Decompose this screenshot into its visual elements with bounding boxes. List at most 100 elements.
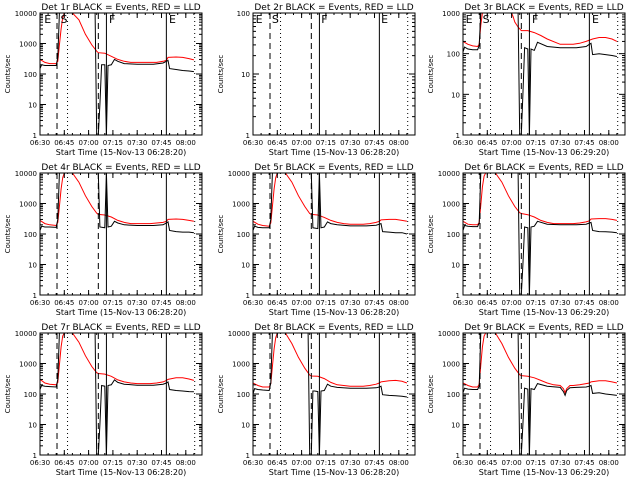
y-tick-label: 10 <box>451 422 460 430</box>
panel-det-8r: Det 8r BLACK = Events, RED = LLD 06:30 06:… <box>217 323 416 477</box>
x-tick-label: 08:00 <box>599 299 619 307</box>
x-axis-label: Start Time (15-Nov-13 06:28:20) <box>269 308 399 317</box>
series-line-lld <box>463 173 618 226</box>
y-tick-label: 10 <box>28 102 37 110</box>
x-axis-label: Start Time (15-Nov-13 06:29:20) <box>479 308 609 317</box>
x-tick-label: 07:45 <box>364 139 384 147</box>
x-tick-label: 07:30 <box>550 299 570 307</box>
x-tick-label: 07:45 <box>574 459 594 467</box>
y-tick-label: 10000 <box>438 170 460 178</box>
panel-det-5r: Det 5r BLACK = Events, RED = LLD 06:30 06:… <box>217 163 416 317</box>
x-tick-label: 08:00 <box>389 459 409 467</box>
y-tick-label: 10 <box>451 91 460 99</box>
x-tick-label: 08:00 <box>176 299 196 307</box>
y-tick-label: 1000 <box>19 201 37 209</box>
series-line-lld <box>40 13 195 65</box>
x-tick-label: 07:30 <box>127 139 147 147</box>
panel-title: Det 5r BLACK = Events, RED = LLD <box>254 163 413 173</box>
y-tick-label: 10000 <box>228 330 250 338</box>
panel-det-7r: Det 7r BLACK = Events, RED = LLD 06:30 06:… <box>4 323 203 477</box>
x-tick-label: 07:30 <box>340 139 360 147</box>
series-line-lld <box>40 333 195 386</box>
y-axis-label: Counts/sec <box>217 215 225 254</box>
x-tick-label: 07:45 <box>151 299 171 307</box>
panel-title: Det 1r BLACK = Events, RED = LLD <box>41 3 200 13</box>
x-tick-label: 06:30 <box>243 299 263 307</box>
y-tick-label: 1 <box>33 452 37 460</box>
series-line-events <box>40 13 194 135</box>
annotation-label: S <box>483 13 490 26</box>
series-line-events <box>463 13 618 135</box>
x-tick-label: 07:15 <box>526 299 546 307</box>
y-tick-label: 10 <box>28 422 37 430</box>
annotation-label: E <box>256 13 263 26</box>
panel-title: Det 9r BLACK = Events, RED = LLD <box>464 323 623 333</box>
y-tick-label: 100 <box>24 71 37 79</box>
series-line-lld <box>40 173 194 227</box>
y-axis-label: Counts/sec <box>4 375 12 414</box>
x-tick-label: 06:45 <box>267 139 287 147</box>
x-tick-label: 07:45 <box>364 299 384 307</box>
y-tick-label: 1000 <box>232 361 250 369</box>
y-tick-label: 100 <box>447 51 460 59</box>
x-axis-label: Start Time (15-Nov-13 06:28:20) <box>269 468 399 477</box>
x-tick-label: 08:00 <box>599 139 619 147</box>
annotation-label: S <box>272 13 279 26</box>
y-axis-label: Counts/sec <box>427 55 435 94</box>
x-axis-label: Start Time (15-Nov-13 06:28:20) <box>269 148 399 157</box>
x-tick-label: 07:30 <box>127 299 147 307</box>
x-tick-label: 07:00 <box>502 139 522 147</box>
x-tick-label: 06:30 <box>453 459 473 467</box>
y-tick-label: 10000 <box>15 170 37 178</box>
panel-title: Det 7r BLACK = Events, RED = LLD <box>41 323 200 333</box>
x-tick-label: 07:30 <box>550 459 570 467</box>
x-tick-label: 06:30 <box>453 139 473 147</box>
x-tick-label: 06:45 <box>267 299 287 307</box>
series-line-events <box>463 173 617 295</box>
x-tick-label: 07:00 <box>292 459 312 467</box>
series-line-lld <box>253 333 408 388</box>
x-tick-label: 06:30 <box>243 139 263 147</box>
y-tick-label: 10000 <box>15 330 37 338</box>
y-tick-label: 1000 <box>442 10 460 18</box>
x-tick-label: 06:30 <box>453 299 473 307</box>
x-tick-label: 07:15 <box>103 459 123 467</box>
x-tick-label: 07:00 <box>79 139 99 147</box>
series-line-lld <box>463 333 618 395</box>
x-tick-label: 07:00 <box>292 139 312 147</box>
x-tick-label: 07:15 <box>103 299 123 307</box>
annotation-label: F <box>532 13 538 26</box>
x-tick-label: 06:30 <box>30 139 50 147</box>
x-tick-label: 07:15 <box>526 139 546 147</box>
x-tick-label: 07:30 <box>127 459 147 467</box>
x-tick-label: 07:00 <box>502 459 522 467</box>
x-tick-label: 07:00 <box>292 299 312 307</box>
x-tick-label: 07:30 <box>340 299 360 307</box>
x-tick-label: 06:45 <box>54 299 74 307</box>
x-tick-label: 06:45 <box>477 459 497 467</box>
x-tick-label: 06:30 <box>30 459 50 467</box>
x-tick-label: 08:00 <box>389 299 409 307</box>
annotation-label: E <box>44 13 51 26</box>
y-tick-label: 100 <box>237 391 250 399</box>
y-axis-label: Counts/sec <box>4 215 12 254</box>
y-tick-label: 1 <box>456 292 460 300</box>
annotation-label: E <box>381 13 388 26</box>
series-line-events <box>463 333 617 455</box>
y-tick-label: 10 <box>241 71 250 79</box>
x-axis-label: Start Time (15-Nov-13 06:28:20) <box>56 148 186 157</box>
panel-det-4r: Det 4r BLACK = Events, RED = LLD 06:30 06:… <box>4 163 203 317</box>
x-tick-label: 07:15 <box>316 459 336 467</box>
x-tick-label: 07:15 <box>316 139 336 147</box>
x-tick-label: 06:45 <box>477 299 497 307</box>
series-line-lld <box>253 173 407 227</box>
y-tick-label: 1 <box>246 132 250 140</box>
x-tick-label: 07:45 <box>574 139 594 147</box>
x-tick-label: 08:00 <box>176 459 196 467</box>
y-tick-label: 1000 <box>19 361 37 369</box>
panel-title: Det 2r BLACK = Events, RED = LLD <box>254 3 413 13</box>
x-tick-label: 07:15 <box>316 299 336 307</box>
annotation-label: F <box>321 13 327 26</box>
y-tick-label: 10 <box>451 262 460 270</box>
